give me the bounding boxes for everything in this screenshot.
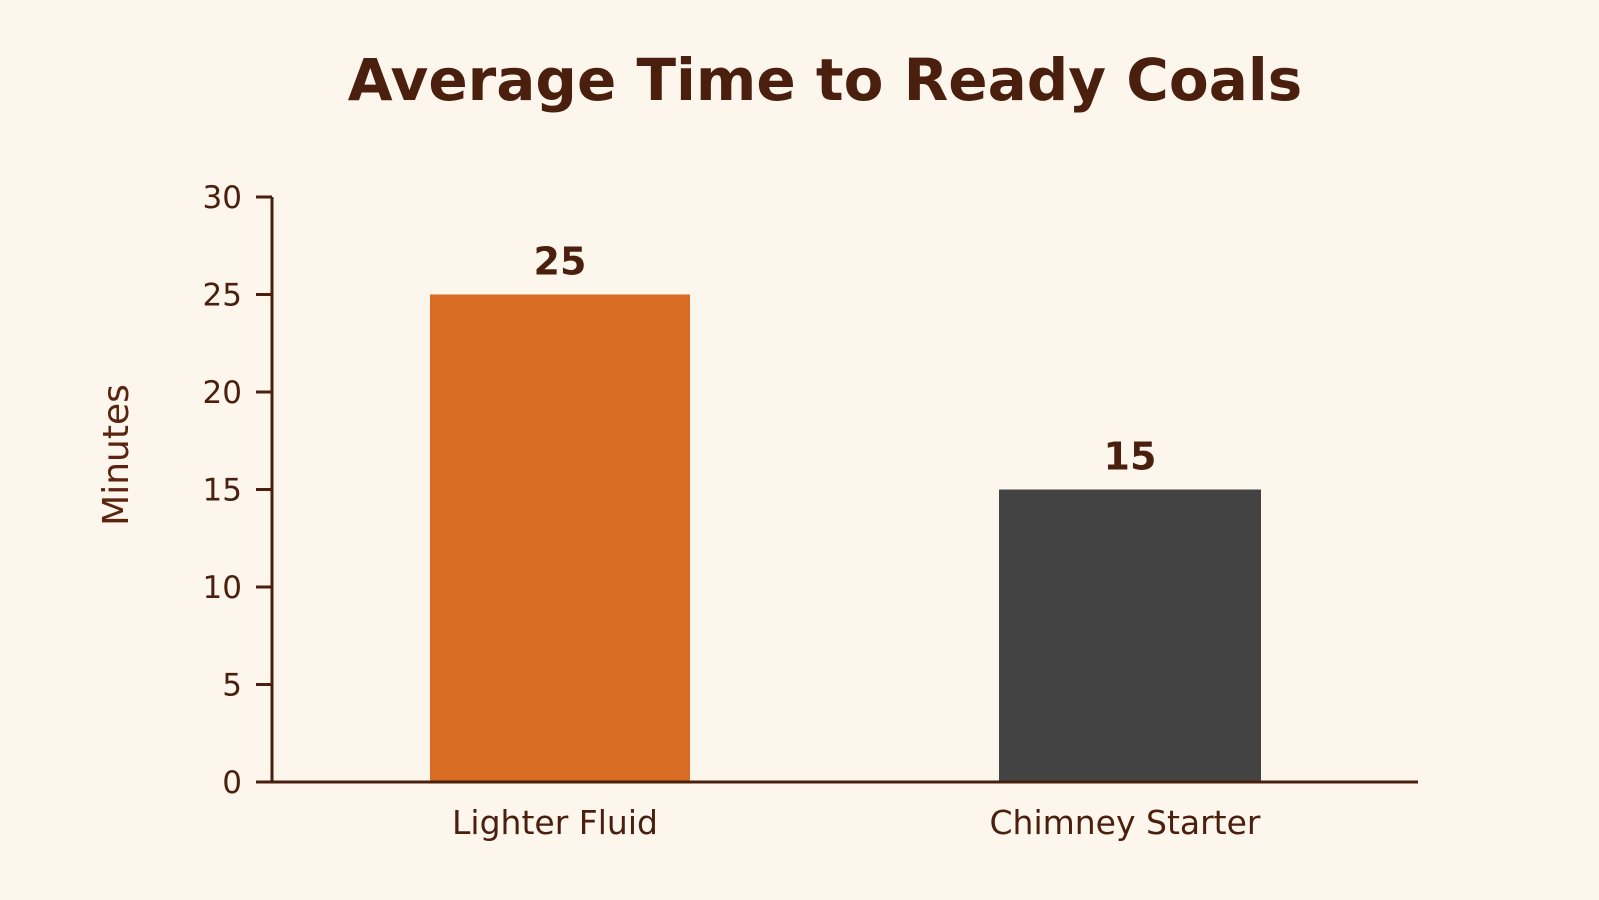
data-label-chimney-starter: 15 [1104, 435, 1157, 479]
bars [430, 294, 1261, 782]
data-labels: 25 15 [534, 240, 1157, 479]
chart-title: Average Time to Ready Coals [348, 46, 1303, 114]
y-tick-label-15: 15 [203, 473, 242, 509]
x-tick-label-lighter-fluid: Lighter Fluid [452, 803, 658, 842]
data-label-lighter-fluid: 25 [534, 240, 587, 284]
y-axis-label: Minutes [96, 384, 137, 526]
y-axis-ticks: 0 5 10 15 20 25 30 [203, 180, 272, 801]
y-tick-label-30: 30 [203, 180, 242, 216]
x-axis-labels: Lighter Fluid Chimney Starter [452, 803, 1261, 842]
y-tick-label-0: 0 [222, 765, 242, 801]
y-tick-label-20: 20 [203, 375, 242, 411]
y-tick-label-5: 5 [222, 668, 242, 704]
y-tick-label-25: 25 [203, 278, 242, 314]
x-tick-label-chimney-starter: Chimney Starter [990, 803, 1261, 842]
bar-lighter-fluid [430, 294, 690, 782]
bar-chimney-starter [999, 489, 1261, 782]
y-tick-label-10: 10 [203, 570, 242, 606]
